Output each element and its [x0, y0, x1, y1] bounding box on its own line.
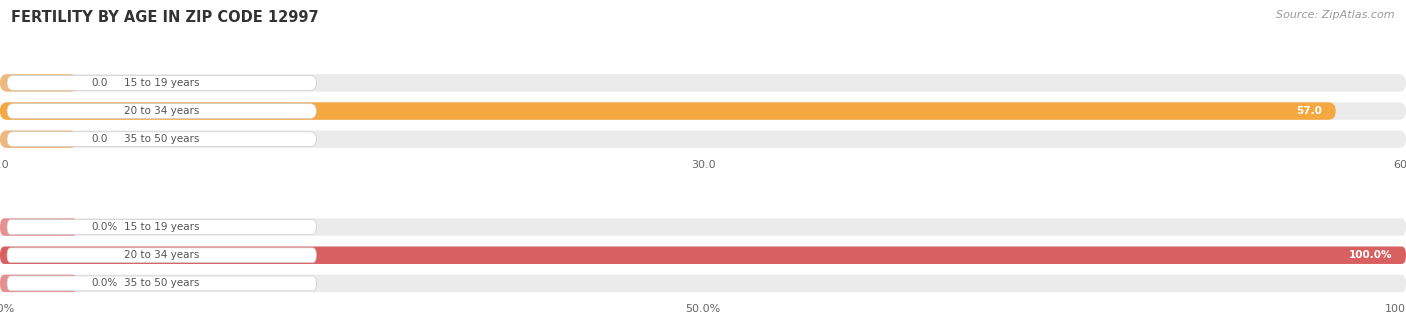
- Text: 35 to 50 years: 35 to 50 years: [124, 279, 200, 288]
- FancyBboxPatch shape: [7, 248, 316, 263]
- FancyBboxPatch shape: [7, 104, 316, 118]
- FancyBboxPatch shape: [7, 220, 316, 235]
- Text: FERTILITY BY AGE IN ZIP CODE 12997: FERTILITY BY AGE IN ZIP CODE 12997: [11, 10, 319, 25]
- FancyBboxPatch shape: [0, 74, 1406, 92]
- Text: 0.0: 0.0: [91, 134, 108, 144]
- FancyBboxPatch shape: [0, 130, 1406, 148]
- FancyBboxPatch shape: [0, 218, 1406, 236]
- Text: 100.0%: 100.0%: [1348, 250, 1392, 260]
- FancyBboxPatch shape: [0, 275, 77, 292]
- FancyBboxPatch shape: [0, 247, 1406, 264]
- FancyBboxPatch shape: [0, 74, 77, 92]
- Text: 20 to 34 years: 20 to 34 years: [124, 106, 200, 116]
- Text: 15 to 19 years: 15 to 19 years: [124, 222, 200, 232]
- FancyBboxPatch shape: [0, 102, 1336, 120]
- FancyBboxPatch shape: [0, 102, 1406, 120]
- FancyBboxPatch shape: [0, 247, 1406, 264]
- FancyBboxPatch shape: [7, 76, 316, 90]
- Text: 35 to 50 years: 35 to 50 years: [124, 134, 200, 144]
- Text: 0.0: 0.0: [91, 78, 108, 88]
- FancyBboxPatch shape: [7, 132, 316, 147]
- FancyBboxPatch shape: [0, 130, 77, 148]
- FancyBboxPatch shape: [0, 275, 1406, 292]
- FancyBboxPatch shape: [0, 218, 77, 236]
- Text: 15 to 19 years: 15 to 19 years: [124, 78, 200, 88]
- Text: 0.0%: 0.0%: [91, 279, 118, 288]
- Text: 0.0%: 0.0%: [91, 222, 118, 232]
- Text: 57.0: 57.0: [1296, 106, 1322, 116]
- Text: 20 to 34 years: 20 to 34 years: [124, 250, 200, 260]
- Text: Source: ZipAtlas.com: Source: ZipAtlas.com: [1277, 10, 1395, 20]
- FancyBboxPatch shape: [7, 276, 316, 291]
